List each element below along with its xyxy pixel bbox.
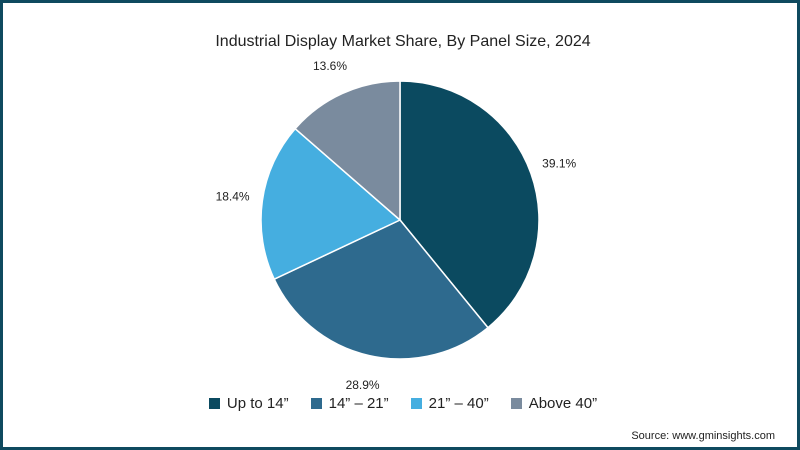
legend-item: Up to 14”	[208, 395, 289, 412]
legend: Up to 14” 14” – 21” 21” – 40” Above 40”	[3, 395, 800, 412]
legend-label: 14” – 21”	[328, 395, 389, 412]
pie-slice-1	[399, 80, 540, 329]
chart-title: Industrial Display Market Share, By Pane…	[215, 33, 591, 50]
legend-item: 21” – 40”	[410, 395, 489, 412]
legend-item: 14” – 21”	[310, 395, 389, 412]
slice-value-label: 13.6%	[313, 59, 347, 73]
legend-swatch	[208, 398, 220, 409]
legend-swatch	[310, 398, 322, 409]
pie-chart: 39.1% 28.9% 18.4% 13.6%	[216, 59, 577, 392]
legend-label: 21” – 40”	[428, 395, 489, 412]
legend-label: Up to 14”	[226, 395, 289, 412]
slice-value-label: 18.4%	[216, 190, 250, 204]
legend-item: Above 40”	[510, 395, 598, 412]
pie-slice-3	[260, 127, 402, 281]
source-note: Source: www.gminsights.com	[631, 430, 775, 442]
slice-value-label: 28.9%	[346, 378, 380, 392]
pie-slice-4	[294, 80, 401, 222]
legend-swatch	[510, 398, 522, 409]
slice-value-label: 39.1%	[542, 156, 576, 170]
legend-label: Above 40”	[528, 395, 598, 412]
legend-swatch	[410, 398, 422, 409]
